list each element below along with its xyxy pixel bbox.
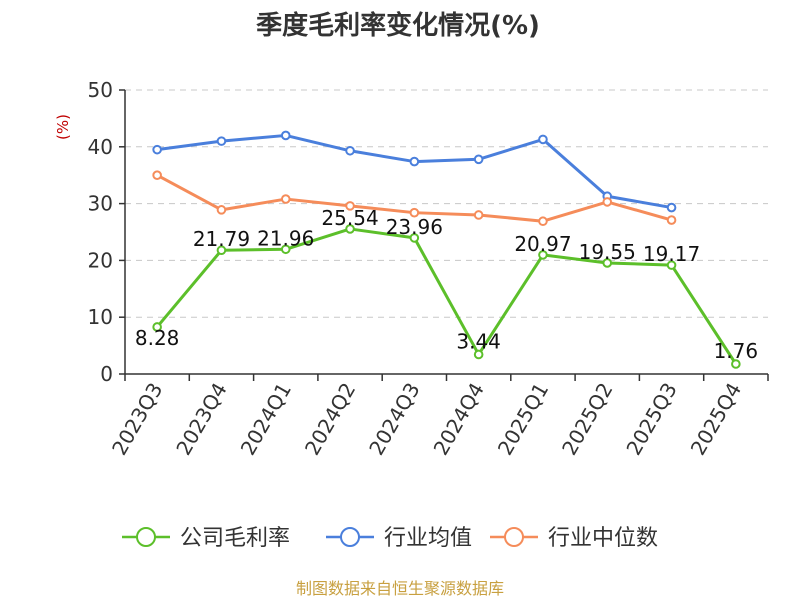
data-point[interactable] — [473, 349, 484, 360]
data-label: 21.79 — [193, 227, 250, 251]
data-point[interactable] — [602, 197, 613, 207]
y-tick-label: 10 — [88, 305, 113, 329]
data-point[interactable] — [280, 244, 291, 255]
data-point[interactable] — [666, 215, 677, 225]
x-tick-label: 2024Q3 — [364, 379, 424, 460]
data-point[interactable] — [152, 144, 162, 155]
x-tick-label: 2025Q2 — [557, 379, 617, 460]
y-tick-label: 0 — [100, 362, 113, 386]
x-tick-label: 2025Q3 — [621, 379, 681, 460]
data-point[interactable] — [409, 233, 420, 243]
data-point[interactable] — [345, 224, 355, 234]
series-line-1 — [156, 133, 672, 210]
x-tick-label: 2025Q1 — [493, 379, 553, 460]
data-point[interactable] — [152, 322, 162, 332]
data-point[interactable] — [473, 154, 484, 165]
legend-marker — [340, 527, 360, 547]
x-tick-label: 2024Q1 — [236, 379, 296, 460]
legend-label: 行业均值 — [384, 526, 472, 551]
data-point[interactable] — [731, 359, 741, 369]
x-tick-label: 2023Q3 — [107, 379, 167, 460]
series-line-0 — [156, 227, 738, 365]
x-tick-label: 2025Q4 — [686, 379, 746, 460]
legend[interactable]: 公司毛利率 行业均值 行业中位数 — [122, 526, 658, 551]
data-point[interactable] — [216, 136, 227, 146]
legend-item-2[interactable]: 行业中位数 — [490, 526, 658, 551]
data-point[interactable] — [409, 207, 420, 218]
legend-marker — [136, 527, 156, 547]
data-point[interactable] — [473, 210, 484, 220]
y-tick-label: 40 — [88, 135, 113, 159]
y-axis-unit-label: (%) — [54, 114, 72, 140]
x-tick-label: 2023Q4 — [171, 379, 231, 460]
data-label: 21.96 — [257, 226, 314, 250]
data-point[interactable] — [538, 134, 548, 145]
grid-lines — [125, 89, 768, 318]
y-tick-label: 30 — [88, 192, 113, 216]
x-tick-label: 2024Q2 — [300, 379, 360, 460]
legend-label: 公司毛利率 — [180, 526, 290, 551]
data-label: 19.17 — [643, 242, 700, 266]
data-label: 23.96 — [386, 215, 443, 239]
legend-label: 行业中位数 — [548, 526, 658, 551]
data-point[interactable] — [666, 260, 677, 270]
data-source-note: 制图数据来自恒生聚源数据库 — [296, 579, 504, 598]
data-point[interactable] — [538, 216, 548, 227]
data-label: 3.44 — [456, 329, 501, 353]
chart-title: 季度毛利率变化情况(%) — [256, 10, 540, 41]
legend-item-0[interactable]: 公司毛利率 — [122, 526, 290, 551]
data-point[interactable] — [152, 170, 162, 180]
data-label: 19.55 — [579, 240, 636, 264]
data-point[interactable] — [666, 202, 677, 213]
series-lines — [152, 130, 741, 369]
y-tick-label: 50 — [88, 78, 113, 102]
data-point[interactable] — [216, 205, 227, 215]
data-label: 25.54 — [321, 206, 378, 230]
data-point[interactable] — [538, 250, 548, 260]
data-point[interactable] — [280, 194, 291, 204]
data-label: 8.28 — [135, 326, 180, 350]
data-point[interactable] — [216, 245, 227, 256]
data-point[interactable] — [280, 130, 291, 141]
legend-item-1[interactable]: 行业均值 — [326, 526, 472, 551]
x-tick-label: 2024Q4 — [429, 379, 489, 460]
data-label: 20.97 — [514, 232, 571, 256]
data-point[interactable] — [345, 145, 355, 156]
data-point[interactable] — [602, 258, 613, 268]
data-label: 1.76 — [714, 339, 759, 363]
data-labels: 8.28 21.79 21.96 25.54 23.96 3.44 20.97 19.55 19… — [135, 206, 758, 363]
legend-marker — [504, 527, 524, 547]
y-tick-label: 20 — [88, 248, 113, 272]
data-point[interactable] — [345, 201, 355, 211]
data-point[interactable] — [409, 156, 420, 167]
